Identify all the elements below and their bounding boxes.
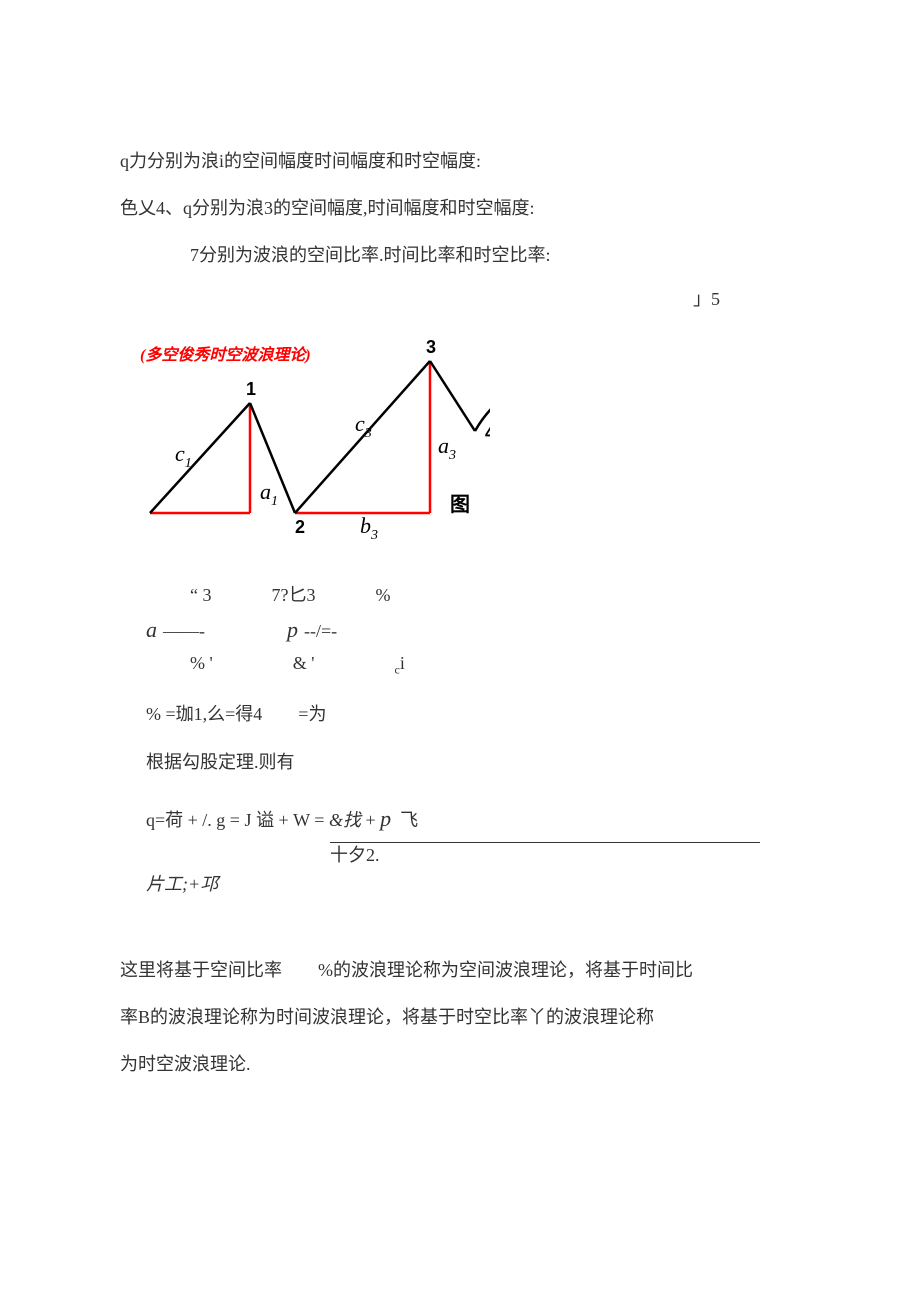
formula-sub-i: i — [400, 653, 405, 673]
formula-row-2: a ——- p --/=- — [146, 612, 800, 647]
formula-text: % — [376, 581, 391, 610]
svg-text:3: 3 — [426, 337, 436, 357]
formula-var-a: a — [146, 612, 157, 647]
formula-row-3: % ' & ' ci — [190, 649, 800, 680]
formula-text: % ' — [190, 649, 213, 678]
formula-row-6: q=荷 + /. g = J 谥 + W = &找 + p 飞 — [146, 801, 800, 836]
formula-row-7: 十夕2. — [330, 841, 800, 870]
paragraph-2: 色乂4、q分别为浪3的空间幅度,时间幅度和时空幅度: — [120, 187, 800, 230]
paragraph-1: q力分别为浪i的空间幅度时间幅度和时空幅度: — [120, 140, 800, 183]
margin-note: 」5 — [120, 278, 800, 321]
diagram-caption: (多空俊秀时空波浪理论) — [140, 337, 311, 375]
formula-text: % =珈1,么=得4 =为 — [146, 700, 326, 729]
svg-text:b3: b3 — [360, 513, 378, 543]
formula-var-p: p — [287, 612, 298, 647]
svg-text:2: 2 — [295, 517, 305, 537]
formula-text: “ 3 — [190, 581, 212, 610]
formula-text: 十夕2. — [330, 845, 380, 865]
svg-text:a3: a3 — [438, 433, 456, 463]
closing-line-1: 这里将基于空间比率 %的波浪理论称为空间波浪理论，将基于时间比 — [120, 949, 800, 992]
closing-paragraph: 这里将基于空间比率 %的波浪理论称为空间波浪理论，将基于时间比 率B的波浪理论称… — [120, 949, 800, 1087]
wave-diagram: (多空俊秀时空波浪理论) 1234c1a1c3b3a3图 — [130, 331, 490, 551]
svg-text:c1: c1 — [175, 441, 192, 471]
formula-block: “ 3 7?匕3 % a ——- p --/=- % ' & ' ci % =珈… — [130, 581, 800, 899]
svg-text:a1: a1 — [260, 479, 278, 509]
formula-text: & ' — [293, 649, 315, 678]
formula-row-5: 根据勾股定理.则有 — [146, 748, 800, 777]
closing-line-3: 为时空波浪理论. — [120, 1043, 800, 1086]
closing-line-2: 率B的波浪理论称为时间波浪理论，将基于时空比率丫的波浪理论称 — [120, 996, 800, 1039]
paragraph-3: 7分别为波浪的空间比率.时间比率和时空比率: — [120, 234, 800, 277]
svg-text:图: 图 — [450, 493, 470, 516]
svg-text:1: 1 — [246, 379, 256, 399]
formula-text: 7?匕3 — [272, 581, 316, 610]
formula-text: q=荷 + /. g = J 谥 + W = &找 + p 飞 — [146, 801, 418, 836]
formula-row-4: % =珈1,么=得4 =为 — [146, 700, 800, 729]
formula-row-8: 片工;+邛 — [146, 870, 800, 899]
formula-text: ——- — [163, 617, 205, 646]
document-page: q力分别为浪i的空间幅度时间幅度和时空幅度: 色乂4、q分别为浪3的空间幅度,时… — [0, 0, 920, 1150]
svg-text:4: 4 — [485, 423, 490, 443]
formula-text: --/=- — [304, 617, 337, 646]
formula-text: ci — [395, 649, 405, 680]
formula-text: 根据勾股定理.则有 — [146, 748, 295, 777]
formula-text: 片工;+邛 — [146, 874, 218, 894]
formula-row-1: “ 3 7?匕3 % — [190, 581, 800, 610]
